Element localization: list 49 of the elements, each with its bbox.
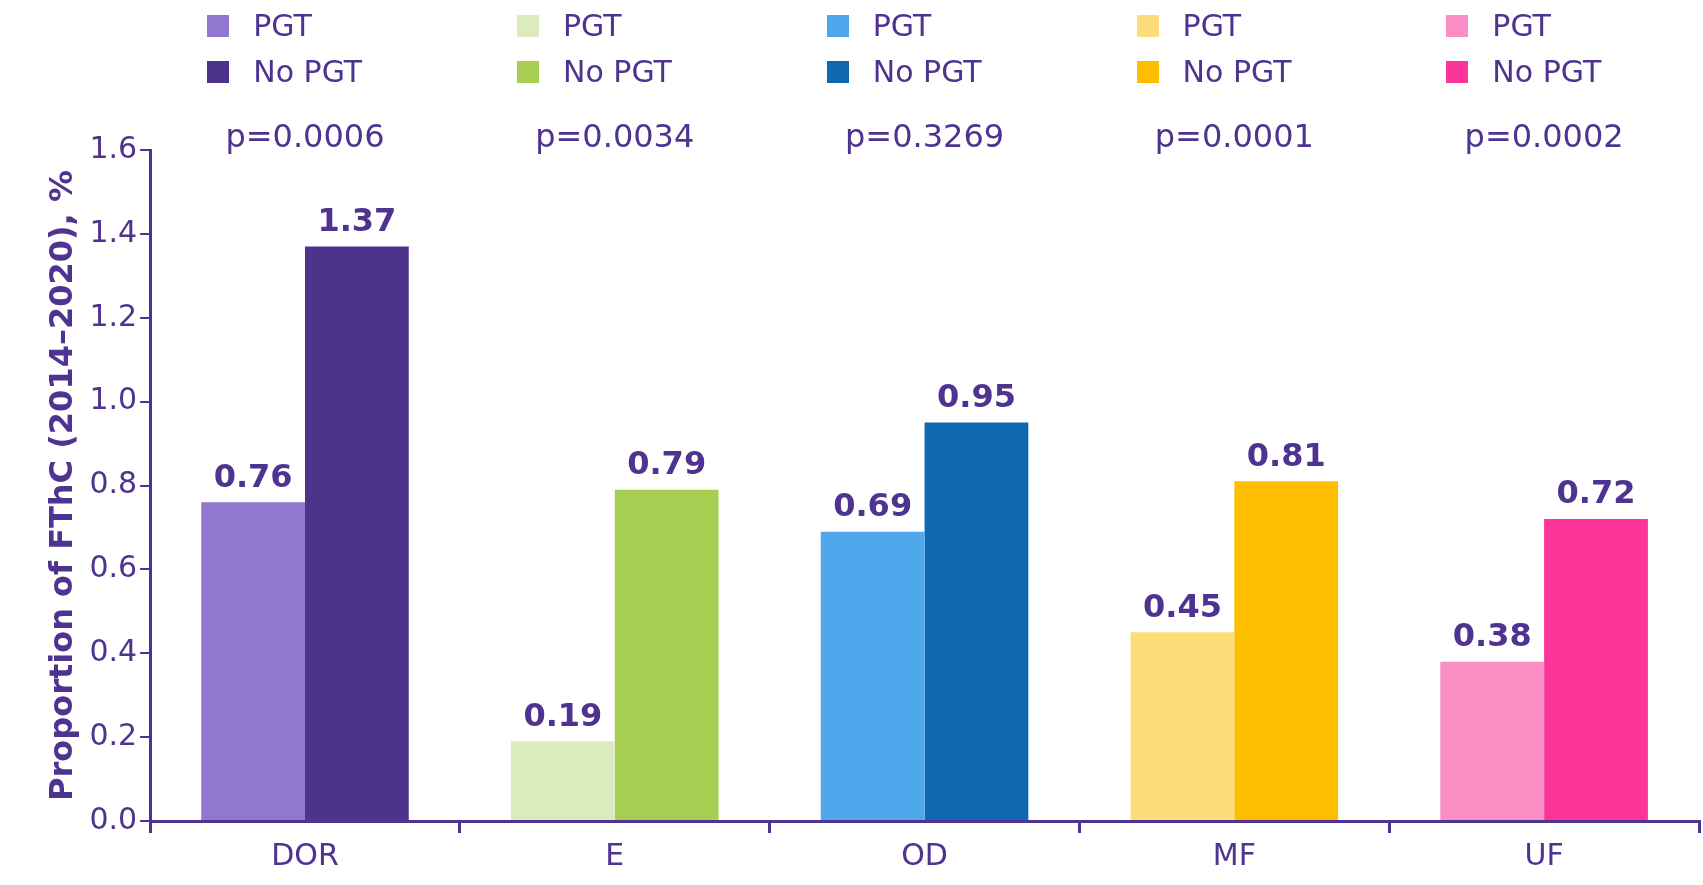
legend-label: PGT (253, 7, 312, 45)
data-label: 0.19 (523, 695, 603, 734)
y-tick-label: 0.8 (89, 465, 138, 501)
bar (1440, 661, 1545, 820)
y-tick-label: 1.0 (89, 381, 138, 417)
data-label: 0.69 (833, 485, 913, 524)
bar (201, 502, 305, 820)
x-tick-label: E (605, 836, 625, 872)
y-tick-label: 0.0 (89, 800, 138, 836)
annotation: p=0.0001 (1154, 117, 1314, 156)
annotation: p=0.3269 (845, 117, 1005, 156)
y-tick-label: 1.4 (89, 213, 138, 249)
bar (820, 531, 925, 820)
data-label: 0.81 (1246, 435, 1326, 474)
y-tick-label: 0.2 (89, 716, 138, 752)
annotation: p=0.0002 (1464, 117, 1624, 156)
bar (1544, 519, 1648, 820)
x-tick-label: UF (1524, 836, 1564, 872)
text: PGT (1182, 8, 1242, 43)
text: PGT (872, 8, 932, 43)
data-label: 0.76 (213, 456, 293, 495)
x-tick-label: MF (1212, 836, 1256, 872)
y-tick-label: 1.2 (89, 297, 138, 333)
y-axis-title: Proportion of FThC (2014–2020), % (41, 170, 80, 801)
data-label: 0.79 (627, 444, 707, 483)
x-tick-label: DOR (271, 836, 339, 872)
text: No PGT (563, 54, 672, 89)
annotation: p=0.0034 (535, 117, 695, 156)
text: No PGT (872, 54, 982, 89)
annotation: p=0.0006 (225, 117, 385, 156)
text: PGT (563, 8, 622, 43)
y-tick-label: 0.4 (89, 633, 138, 669)
data-label: 0.95 (936, 376, 1016, 415)
data-label: 0.72 (1556, 473, 1636, 512)
x-tick-label: OD (901, 836, 948, 872)
bar (1130, 632, 1235, 820)
data-label: 1.37 (317, 200, 397, 239)
bar (1234, 481, 1339, 820)
bar (511, 741, 615, 820)
bar (614, 489, 719, 820)
data-label: 0.38 (1452, 615, 1532, 654)
legend-label: No PGT (253, 53, 363, 91)
y-tick-label: 0.6 (89, 549, 138, 585)
bar (924, 422, 1029, 820)
text: PGT (1492, 8, 1551, 43)
text: No PGT (1182, 54, 1292, 89)
text: No PGT (1492, 54, 1602, 89)
data-label: 0.45 (1142, 586, 1222, 625)
y-tick-label: 1.6 (89, 129, 138, 165)
